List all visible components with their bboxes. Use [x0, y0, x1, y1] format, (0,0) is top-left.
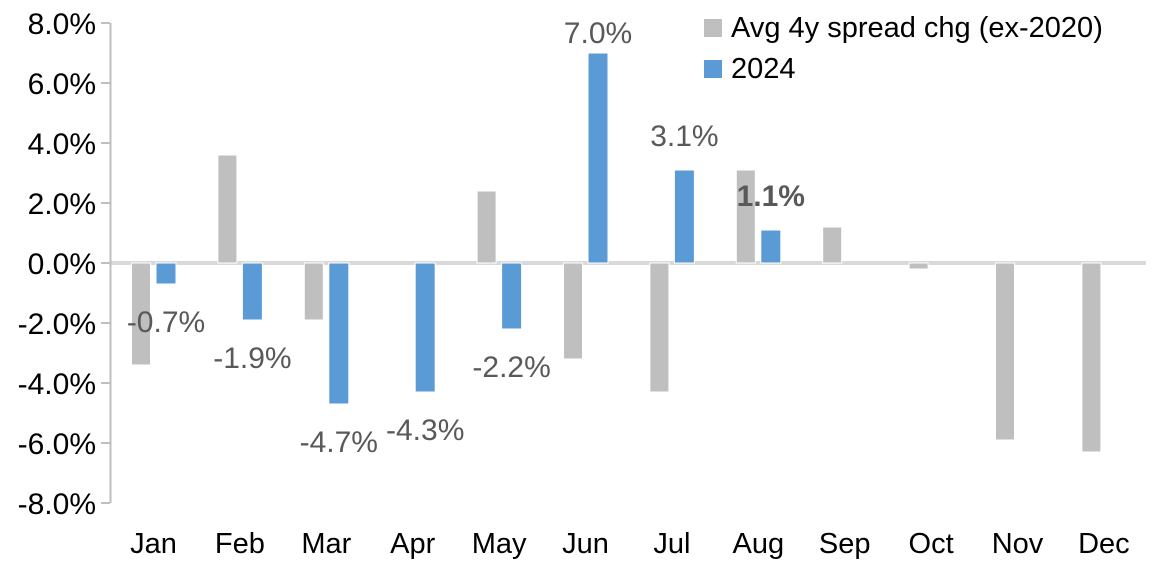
x-tick-aug: Aug	[732, 528, 784, 560]
x-tick-jan: Jan	[130, 528, 177, 560]
bar-avg-nov	[995, 262, 1015, 441]
bar-2024-jan	[155, 262, 177, 285]
bar-2024-aug	[760, 229, 782, 264]
data-label-apr: -4.3%	[386, 414, 464, 447]
x-tick-feb: Feb	[215, 528, 265, 560]
bar-avg-mar	[303, 262, 324, 321]
x-tick-jun: Jun	[562, 528, 609, 560]
y-tick-label: -2.0%	[18, 308, 96, 341]
bar-avg-feb	[217, 154, 238, 264]
bar-2024-mar	[328, 262, 350, 405]
y-tick-label: -6.0%	[18, 428, 96, 461]
y-tick-label: 6.0%	[28, 68, 96, 101]
legend-item-avg-spread: Avg 4y spread chg (ex-2020)	[704, 10, 1103, 46]
data-label-feb: -1.9%	[213, 342, 291, 375]
data-label-mar: -4.7%	[300, 426, 378, 459]
data-label-may: -2.2%	[472, 351, 550, 384]
x-tick-sep: Sep	[819, 528, 871, 560]
bar-avg-jun	[563, 262, 583, 360]
data-label-aug: 1.1%	[737, 180, 805, 213]
x-tick-dec: Dec	[1078, 528, 1130, 560]
bar-2024-may	[501, 262, 523, 330]
bar-avg-aug	[735, 169, 756, 264]
data-label-jul: 3.1%	[650, 120, 718, 153]
bar-2024-feb	[241, 262, 263, 321]
legend-swatch-2024-icon	[704, 60, 722, 78]
bar-avg-may	[476, 190, 497, 264]
bar-avg-oct	[908, 262, 929, 270]
x-tick-apr: Apr	[390, 528, 435, 560]
x-tick-oct: Oct	[909, 528, 954, 560]
bar-avg-jul	[649, 262, 670, 393]
chart-legend: Avg 4y spread chg (ex-2020) 2024	[704, 10, 1103, 87]
legend-swatch-avg-icon	[704, 19, 722, 37]
legend-label-2024: 2024	[731, 52, 796, 85]
y-tick-label: -8.0%	[18, 488, 96, 521]
y-tick-label: 2.0%	[28, 188, 96, 221]
y-tick-label: 8.0%	[28, 8, 96, 41]
data-label-jun: 7.0%	[564, 17, 632, 50]
x-tick-nov: Nov	[992, 528, 1044, 560]
bar-avg-dec	[1081, 262, 1102, 453]
bar-avg-jan	[131, 262, 151, 366]
y-tick-label: 4.0%	[28, 128, 96, 161]
x-tick-mar: Mar	[301, 528, 351, 560]
y-tick-label: -4.0%	[18, 368, 96, 401]
x-tick-may: May	[472, 528, 527, 560]
bar-avg-sep	[822, 226, 843, 264]
data-label-jan: -0.7%	[127, 306, 205, 339]
bar-2024-jun	[587, 52, 609, 264]
y-tick-label: 0.0%	[28, 248, 96, 281]
x-tick-jul: Jul	[653, 528, 690, 560]
bar-2024-jul	[673, 169, 695, 264]
legend-label-avg-spread: Avg 4y spread chg (ex-2020)	[731, 11, 1103, 44]
legend-item-2024: 2024	[704, 51, 1103, 87]
bar-2024-apr	[414, 262, 436, 393]
